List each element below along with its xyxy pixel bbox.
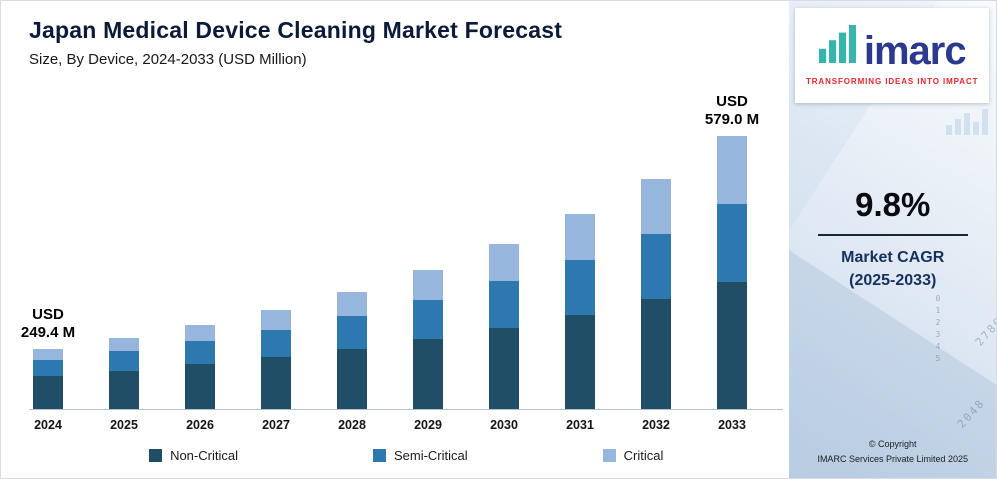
bar-segment-critical [261, 309, 291, 330]
legend-item-semi-critical: Semi-Critical [372, 448, 468, 463]
bar-segment-non-critical [109, 370, 139, 409]
bar-segment-critical [565, 214, 595, 260]
bar-segment-non-critical [717, 282, 747, 409]
cagr-block: 9.8% Market CAGR (2025-2033) [789, 186, 996, 292]
bar-segment-critical [717, 136, 747, 205]
bar-value-annotation-2033: USD 579.0 M [704, 92, 760, 129]
bar-segment-non-critical [185, 364, 215, 409]
bar-column-2027: 2027 [261, 309, 291, 432]
bar-segment-critical [185, 325, 215, 342]
bar-segment-non-critical [337, 348, 367, 409]
legend-label-critical: Critical [623, 448, 664, 463]
legend-item-non-critical: Non-Critical [149, 448, 238, 463]
bar-segment-non-critical [413, 338, 443, 409]
copyright: © Copyright IMARC Services Private Limit… [789, 437, 996, 466]
bar-column-2031: 2031 [565, 214, 595, 432]
bar-segment-semi-critical [33, 359, 63, 376]
x-axis-label-2029: 2029 [414, 418, 442, 432]
legend-swatch-non-critical [149, 449, 163, 462]
x-axis-label-2030: 2030 [490, 418, 518, 432]
bar-segment-critical [413, 270, 443, 301]
cagr-label-line1: Market CAGR [841, 249, 945, 266]
side-panel: 2048 2786 0 1 2 3 4 5 imarc TRANSFORMING… [789, 1, 996, 478]
cagr-divider [817, 234, 968, 236]
bar-column-2028: 2028 [337, 291, 367, 432]
copyright-line2: IMARC Services Private Limited 2025 [817, 453, 968, 464]
x-axis-label-2026: 2026 [186, 418, 214, 432]
cagr-value: 9.8% [855, 186, 931, 223]
bar-column-2025: 2025 [109, 338, 139, 432]
chart-subtitle: Size, By Device, 2024-2033 (USD Million) [29, 51, 307, 68]
x-axis-label-2032: 2032 [642, 418, 670, 432]
chart-section: Japan Medical Device Cleaning Market For… [1, 1, 790, 478]
bar-value-annotation-2024: USD 249.4 M [20, 305, 76, 342]
bar-segment-semi-critical [261, 329, 291, 357]
bar-segment-non-critical [641, 299, 671, 409]
bar-column-2032: 2032 [641, 178, 671, 432]
imarc-tagline: TRANSFORMING IDEAS INTO IMPACT [805, 77, 979, 86]
imarc-logo: imarc [818, 25, 967, 74]
bar-segment-semi-critical [109, 351, 139, 371]
x-axis-label-2027: 2027 [262, 418, 290, 432]
legend-label-semi-critical: Semi-Critical [393, 448, 468, 463]
bar-segment-critical [33, 349, 63, 360]
legend-swatch-semi-critical [372, 449, 386, 462]
imarc-bar-chart-logo-icon [818, 25, 857, 68]
plot-columns: USD 249.4 M 2024 2025 2026 2027 2028 2029 2030 2… [21, 93, 784, 432]
bar-column-2024: USD 249.4 M 2024 [21, 306, 75, 432]
x-axis-label-2033: 2033 [718, 418, 746, 432]
bar-segment-non-critical [565, 314, 595, 409]
chart-title: Japan Medical Device Cleaning Market For… [29, 17, 563, 43]
bar-segment-critical [641, 178, 671, 235]
bar-segment-critical [337, 291, 367, 317]
cagr-label-line2: (2025-2033) [849, 272, 937, 290]
bar-column-2033: USD 579.0 M 2033 [705, 93, 759, 432]
bar-segment-semi-critical [413, 300, 443, 339]
x-axis-label-2024: 2024 [34, 418, 62, 432]
bar-segment-semi-critical [565, 259, 595, 315]
legend: Non-Critical Semi-Critical Critical [29, 448, 783, 463]
legend-label-non-critical: Non-Critical [170, 448, 238, 463]
x-axis-label-2031: 2031 [566, 418, 594, 432]
bar-segment-critical [109, 338, 139, 352]
bar-column-2026: 2026 [185, 325, 215, 432]
bar-segment-non-critical [261, 357, 291, 409]
imarc-logo-text: imarc [863, 29, 967, 74]
bar-segment-non-critical [489, 327, 519, 409]
watermark-bar-chart-icon [946, 109, 988, 135]
bar-column-2029: 2029 [413, 270, 443, 432]
bar-column-2030: 2030 [489, 244, 519, 432]
x-axis-label-2028: 2028 [338, 418, 366, 432]
bar-segment-critical [489, 244, 519, 282]
bar-segment-semi-critical [641, 234, 671, 300]
bar-segment-non-critical [33, 376, 63, 409]
bar-segment-semi-critical [337, 316, 367, 349]
watermark-numbers: 2048 [954, 396, 988, 431]
x-axis-label-2025: 2025 [110, 418, 138, 432]
bar-segment-semi-critical [489, 281, 519, 328]
copyright-line1: © Copyright [868, 439, 917, 450]
watermark-axis-digits: 0 1 2 3 4 5 [935, 294, 941, 363]
legend-item-critical: Critical [602, 448, 664, 463]
watermark-numbers: 2786 [972, 314, 996, 349]
bar-segment-semi-critical [717, 204, 747, 283]
legend-swatch-critical [602, 449, 616, 462]
bar-segment-semi-critical [185, 341, 215, 365]
imarc-logo-card: imarc TRANSFORMING IDEAS INTO IMPACT [795, 8, 989, 103]
